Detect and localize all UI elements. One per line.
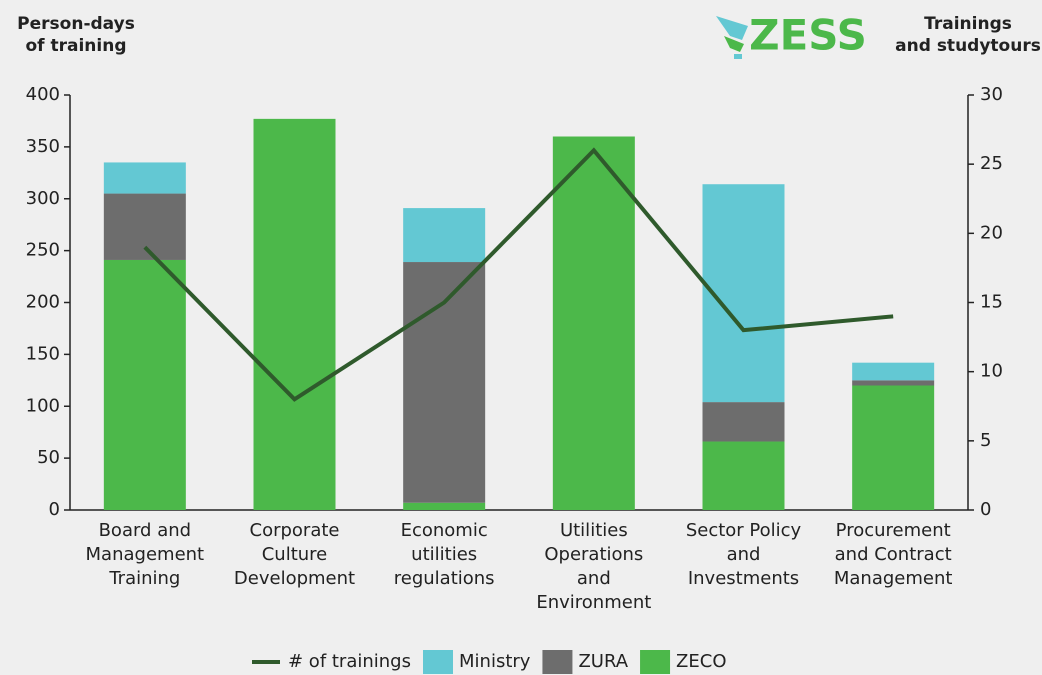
y-tick-label: 0 bbox=[49, 499, 60, 520]
legend-swatch bbox=[423, 650, 453, 674]
y2-tick-label: 0 bbox=[980, 499, 991, 520]
bar-segment bbox=[403, 208, 486, 263]
bar-segment bbox=[403, 262, 486, 503]
legend-label: Ministry bbox=[459, 651, 531, 672]
x-tick-label: Board and Management Training bbox=[86, 520, 205, 589]
legend-label: ZURA bbox=[578, 651, 628, 672]
y2-tick-label: 15 bbox=[980, 292, 1003, 313]
legend-swatch bbox=[542, 650, 573, 674]
y2-tick-label: 20 bbox=[980, 222, 1003, 243]
x-tick-label: Economic utilities regulations bbox=[394, 520, 495, 589]
legend-swatch bbox=[640, 650, 671, 674]
y2-axis-label: Trainings and studytours bbox=[895, 14, 1041, 56]
bar-segment bbox=[702, 441, 785, 510]
y-tick-label: 250 bbox=[26, 240, 60, 261]
bar-segment bbox=[253, 118, 336, 511]
bar-segment bbox=[552, 136, 635, 510]
y-tick-label: 50 bbox=[37, 447, 60, 468]
x-tick-label: Corporate Culture Development bbox=[234, 520, 355, 589]
y2-tick-label: 10 bbox=[980, 361, 1003, 382]
logo: ZESS bbox=[749, 11, 867, 60]
logo-icon bbox=[716, 16, 748, 59]
bar-segment bbox=[403, 502, 486, 510]
legend-label: ZECO bbox=[676, 651, 726, 672]
y-tick-label: 200 bbox=[26, 292, 60, 313]
bar-segment bbox=[852, 385, 935, 510]
y2-tick-label: 5 bbox=[980, 430, 991, 451]
y-tick-label: 400 bbox=[26, 84, 60, 105]
bar-segment bbox=[103, 162, 186, 194]
y-tick-label: 300 bbox=[26, 188, 60, 209]
y-tick-label: 350 bbox=[26, 136, 60, 157]
y-tick-label: 150 bbox=[26, 343, 60, 364]
bar-segment bbox=[852, 380, 935, 386]
x-tick-label: Procurement and Contract Management bbox=[834, 520, 953, 589]
y2-tick-label: 30 bbox=[980, 84, 1003, 105]
y-tick-label: 100 bbox=[26, 395, 60, 416]
y2-tick-label: 25 bbox=[980, 153, 1003, 174]
bar-segment bbox=[702, 184, 785, 403]
x-tick-label: Utilities Operations and Environment bbox=[536, 520, 651, 613]
legend-label: # of trainings bbox=[288, 651, 411, 672]
bar-segment bbox=[702, 402, 785, 442]
bar-segment bbox=[852, 362, 935, 381]
line-series bbox=[143, 147, 894, 402]
bar-segment bbox=[103, 259, 186, 510]
y-axis-label: Person-days of training bbox=[17, 14, 135, 56]
x-tick-label: Sector Policy and Investments bbox=[686, 520, 802, 589]
